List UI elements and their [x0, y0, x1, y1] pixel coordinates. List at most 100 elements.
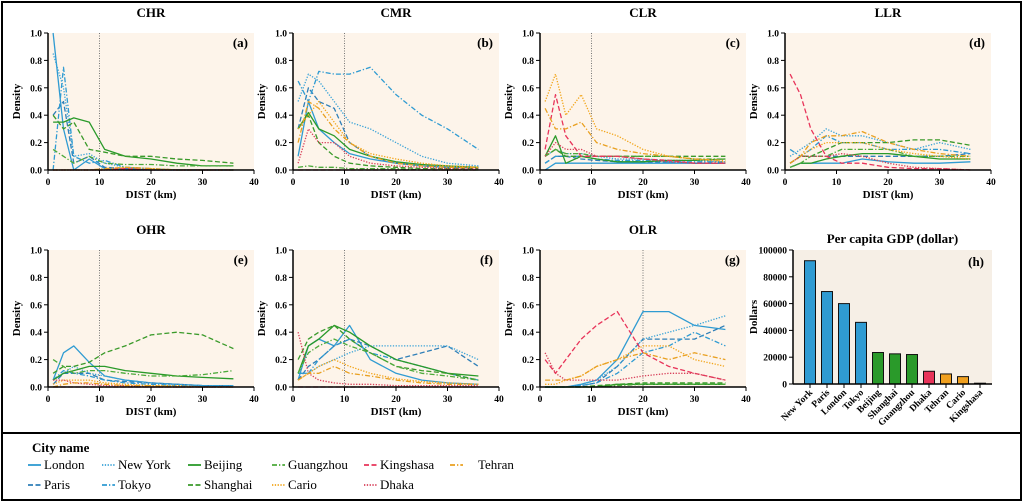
- series-line-tehran: [297, 365, 479, 385]
- x-tick-label: 10: [340, 178, 350, 188]
- y-tick-label: 0.2: [30, 139, 42, 149]
- legend-item-shanghai: Shanghai: [188, 477, 253, 492]
- plot-area: [48, 250, 254, 387]
- x-tick-label: 10: [340, 395, 350, 405]
- panel-label: (c): [726, 35, 740, 50]
- y-tick-label: 60000: [763, 300, 787, 310]
- x-tick-label: 10: [587, 178, 597, 188]
- series-line-cario: [545, 345, 726, 385]
- x-tick-label: 40: [741, 395, 751, 405]
- panel-title: CMR: [380, 5, 412, 20]
- y-tick-label: 0.4: [30, 112, 42, 122]
- y-axis-label: Density: [11, 83, 23, 119]
- y-tick-label: 0.2: [275, 356, 287, 366]
- y-tick-label: 0.6: [767, 84, 779, 94]
- series-line-guangzhou: [52, 359, 234, 377]
- bar-paris: [821, 291, 833, 385]
- x-axis-label: DIST (km): [863, 189, 914, 201]
- legend-item-beijing: Beijing: [188, 457, 243, 472]
- legend-label: London: [44, 457, 85, 472]
- panel-label: (g): [725, 252, 740, 267]
- series-line-kingshasa: [544, 93, 726, 164]
- series-line-guangzhou: [789, 148, 971, 168]
- panel-label: (h): [968, 254, 984, 269]
- y-tick-label: 0.2: [522, 139, 534, 149]
- legend-label: Paris: [44, 477, 70, 492]
- series-line-paris: [52, 100, 234, 171]
- legend-item-dhaka: Dhaka: [364, 477, 414, 492]
- legend-label: Tehran: [478, 457, 514, 472]
- x-tick-label: 0: [783, 178, 788, 188]
- bar-shanghai: [889, 353, 901, 385]
- series-line-paris: [297, 87, 479, 168]
- y-axis-label: Density: [503, 83, 515, 119]
- y-tick-label: 0.2: [767, 139, 779, 149]
- bar-new-york: [804, 260, 816, 385]
- series-line-shanghai: [544, 148, 726, 157]
- legend-item-paris: Paris: [28, 477, 70, 492]
- y-tick-label: 100000: [759, 247, 788, 257]
- series-line-guangzhou: [297, 338, 479, 381]
- x-tick-label: 0: [538, 395, 543, 405]
- x-tick-label: 30: [690, 178, 700, 188]
- panel-olr: 0 10 20 30 40 0.0 0.2 0.4 0.6 0.8 1.0 OLR DIST (km) D…: [503, 222, 751, 418]
- y-tick-label: 0.8: [275, 57, 287, 67]
- series-line-dhaka: [544, 141, 726, 164]
- series-line-shanghai: [52, 331, 234, 374]
- x-tick-label: 10: [587, 395, 597, 405]
- y-tick-label: 0: [782, 381, 787, 391]
- y-axis-label: Density: [748, 83, 760, 119]
- series-line-kingshasa: [789, 73, 971, 171]
- y-tick-label: 0.4: [30, 329, 42, 339]
- series-line-tehran: [789, 130, 971, 164]
- series-line-new-york: [789, 128, 971, 157]
- y-tick-label: 0.6: [30, 84, 42, 94]
- plot-area: [540, 33, 746, 170]
- series-line-cario: [297, 100, 479, 168]
- x-tick-label: 40: [249, 178, 259, 188]
- x-tick-label: 10: [95, 395, 105, 405]
- y-tick-label: 0.8: [30, 274, 42, 284]
- series-line-cario: [789, 141, 971, 164]
- bar-tokyo: [855, 321, 867, 385]
- x-tick-label: 40: [986, 178, 996, 188]
- series-line-new-york: [297, 73, 479, 167]
- series-line-dhaka: [789, 152, 971, 171]
- x-tick-label: 20: [391, 178, 401, 188]
- y-tick-label: 0.4: [522, 329, 534, 339]
- y-axis-label: Density: [11, 300, 23, 336]
- panel-llr: 0 10 20 30 40 0.0 0.2 0.4 0.6 0.8 1.0 LLR DIST (km) D…: [748, 5, 996, 201]
- y-tick-label: 1.0: [522, 30, 534, 40]
- panel-label: (e): [234, 252, 248, 267]
- legend-label: Guangzhou: [288, 457, 348, 472]
- y-tick-label: 0.0: [522, 167, 534, 177]
- x-tick-label: 0: [46, 395, 51, 405]
- x-tick-label: 10: [95, 178, 105, 188]
- bar-dhaka: [923, 370, 935, 385]
- panel-ohr: 0 10 20 30 40 0.0 0.2 0.4 0.6 0.8 1.0 OHR DIST (km) D…: [11, 222, 259, 418]
- series-line-beijing: [544, 135, 726, 164]
- legend-item-kingshasa: Kingshasa: [364, 457, 434, 472]
- x-tick-label: 30: [443, 178, 453, 188]
- legend-label: New York: [118, 457, 171, 472]
- series-line-tokyo: [545, 331, 726, 388]
- y-tick-label: 0.4: [522, 112, 534, 122]
- y-axis-label: Density: [256, 83, 268, 119]
- panel-title: CLR: [629, 5, 657, 20]
- series-line-guangzhou: [52, 148, 234, 167]
- x-tick-label: 30: [198, 395, 208, 405]
- plot-area: [48, 33, 254, 170]
- x-tick-label: 40: [249, 395, 259, 405]
- x-tick-label: 0: [538, 178, 543, 188]
- series-line-tehran: [297, 100, 479, 168]
- y-tick-label: 0.6: [275, 84, 287, 94]
- x-tick-label: 20: [391, 395, 401, 405]
- y-tick-label: 1.0: [30, 30, 42, 40]
- legend-label: Cario: [288, 477, 317, 492]
- legend-item-guangzhou: Guangzhou: [272, 457, 348, 472]
- panel-title: OLR: [629, 222, 658, 237]
- y-tick-label: 0.8: [30, 57, 42, 67]
- x-tick-label: 30: [935, 178, 945, 188]
- series-line-tokyo: [544, 155, 726, 164]
- series-line-beijing: [789, 152, 971, 168]
